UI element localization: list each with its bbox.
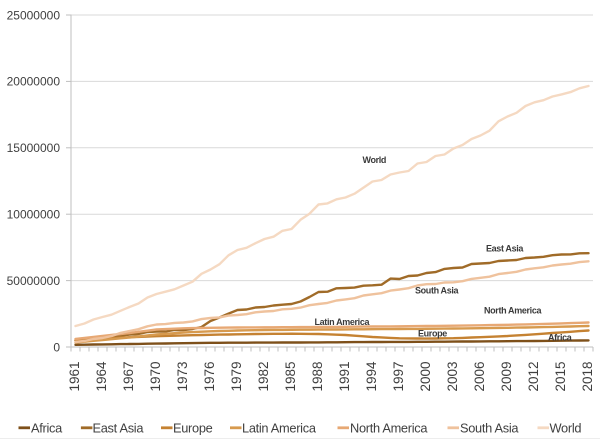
svg-text:2000: 2000	[418, 362, 433, 392]
svg-text:2009: 2009	[499, 362, 514, 392]
svg-text:1964: 1964	[94, 361, 109, 392]
svg-text:50000000: 50000000	[7, 274, 61, 288]
svg-text:1997: 1997	[391, 362, 406, 392]
svg-text:10000000: 10000000	[7, 208, 61, 222]
svg-text:20000000: 20000000	[7, 75, 61, 89]
svg-text:1994: 1994	[364, 361, 379, 392]
svg-text:25000000: 25000000	[7, 8, 61, 22]
svg-text:1991: 1991	[337, 362, 352, 392]
svg-text:1961: 1961	[67, 362, 82, 392]
svg-text:2012: 2012	[526, 362, 541, 392]
svg-text:2015: 2015	[553, 362, 568, 392]
svg-text:1985: 1985	[283, 362, 298, 392]
svg-text:1973: 1973	[175, 362, 190, 392]
svg-text:World: World	[550, 421, 582, 436]
svg-text:South Asia: South Asia	[460, 421, 519, 436]
svg-text:1970: 1970	[148, 362, 163, 392]
svg-text:Africa: Africa	[548, 333, 573, 343]
svg-text:North America: North America	[484, 306, 542, 316]
svg-text:East Asia: East Asia	[93, 421, 145, 436]
svg-text:1967: 1967	[121, 362, 136, 392]
svg-text:15000000: 15000000	[7, 141, 61, 155]
svg-text:Europe: Europe	[418, 329, 447, 339]
svg-text:1976: 1976	[202, 362, 217, 392]
svg-text:1982: 1982	[256, 362, 271, 392]
svg-text:2003: 2003	[445, 362, 460, 392]
svg-text:Africa: Africa	[31, 421, 63, 436]
svg-text:0: 0	[53, 340, 60, 354]
svg-text:World: World	[363, 155, 387, 165]
svg-text:North America: North America	[350, 421, 428, 436]
svg-text:Latin America: Latin America	[242, 421, 317, 436]
svg-text:East Asia: East Asia	[486, 244, 524, 254]
svg-text:Europe: Europe	[173, 421, 213, 436]
svg-text:2006: 2006	[472, 362, 487, 392]
svg-text:1988: 1988	[310, 362, 325, 392]
svg-text:South Asia: South Asia	[415, 286, 460, 296]
svg-text:1979: 1979	[229, 362, 244, 392]
svg-text:2018: 2018	[580, 362, 595, 392]
svg-text:Latin America: Latin America	[315, 317, 371, 327]
